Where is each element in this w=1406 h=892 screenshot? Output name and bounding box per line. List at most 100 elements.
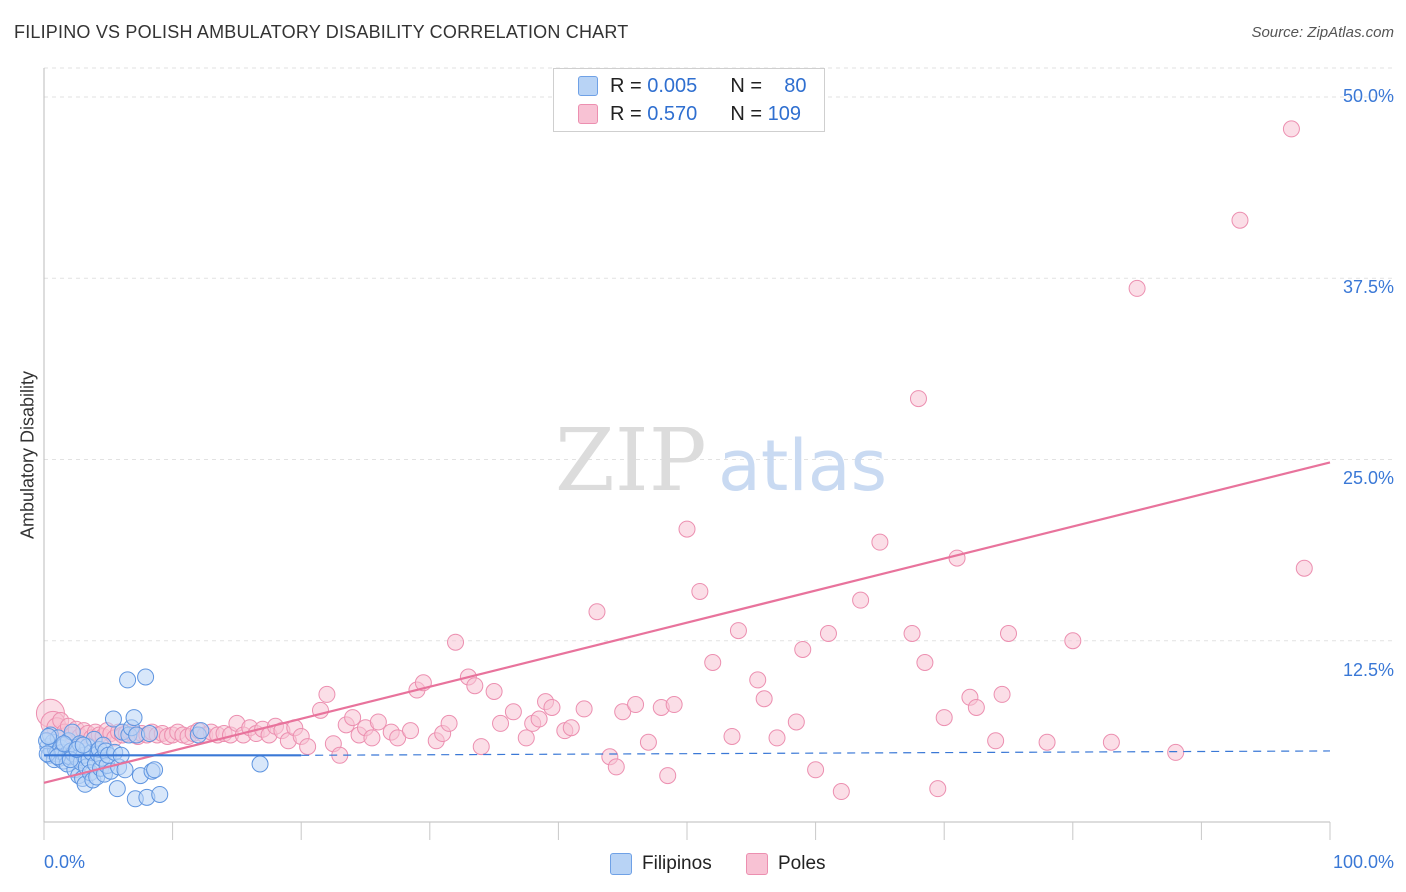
legend-swatch-poles [578,104,598,124]
filipino-point [151,785,169,803]
trend-lines [43,461,1331,784]
pole-point [472,738,490,756]
legend-n-value: 109 [767,102,801,125]
pole-point [607,758,625,776]
y-tick-label: 50.0% [1342,86,1394,106]
pole-point [389,729,407,747]
pole-point [440,714,458,732]
legend-row-poles: R = 0.570 N = 109 [578,102,801,126]
pole-point [369,713,387,731]
pole-point [562,719,580,737]
pole-point [909,390,927,408]
legend-box: R = 0.005 N = 80 R = 0.570 N = 109 [553,68,825,132]
pole-point [318,685,336,703]
pole-point [1167,743,1185,761]
filipino-point [140,725,158,743]
pole-point [402,722,420,740]
pole-point [704,654,722,671]
pole-point [659,767,677,785]
pole-point [987,732,1005,750]
pole-point [492,714,510,732]
pole-point [363,729,381,747]
pole-point [466,677,484,695]
pole-point [967,698,985,716]
x-tick-marks [43,822,1331,840]
filipino-point [137,668,155,686]
legend-row-filipinos: R = 0.005 N = 80 [578,74,807,98]
pole-point [614,703,632,721]
filipinos-trend-extension [301,750,1331,756]
filipino-point [125,709,143,727]
pole-point [807,761,825,779]
filipino-point [146,761,164,779]
pole-point [723,727,741,745]
pole-point [832,783,850,801]
pole-point [1295,559,1313,577]
pole-point [678,520,696,538]
bottom-legend-poles: Poles [746,852,826,876]
bottom-legend-swatch-poles [746,853,768,875]
pole-point [639,733,657,751]
y-tick-label: 25.0% [1342,468,1394,488]
pole-point [787,713,805,731]
y-axis-label: Ambulatory Disability [17,370,38,540]
legend-n-label: N = [730,102,763,125]
pole-point [749,671,767,689]
pole-point [447,633,465,651]
source-label: Source: ZipAtlas.com [1251,24,1394,41]
watermark-zip: ZIP [555,411,707,511]
pole-point [627,696,645,714]
pole-point [691,582,709,600]
legend-r-value: 0.570 [647,102,698,125]
x-tick-label-max: 100.0% [1332,852,1394,872]
pole-point [729,622,747,640]
pole-point [299,738,317,756]
pole-point [903,625,921,642]
pole-point [530,710,548,728]
pole-point [344,709,362,727]
pole-point [794,640,812,658]
watermark: ZIP atlas [555,411,887,511]
bottom-legend-swatch-filipinos [610,853,632,875]
pole-point [993,685,1011,703]
poles-trend-line [43,461,1331,784]
filipino-point [251,755,269,773]
pole-point [1000,625,1017,642]
legend-r-value: 0.005 [647,74,698,97]
grid-lines [44,67,1395,642]
bottom-legend-filipinos: Filipinos [610,852,712,876]
legend-r-label: R = [610,74,642,97]
pole-point [871,533,889,551]
pole-point [916,654,934,671]
pole-point [543,698,561,716]
pole-point [929,780,947,798]
pole-point [1231,211,1249,229]
filipino-point [74,736,92,754]
filipino-point [192,722,210,740]
pole-point [1064,632,1082,650]
filipino-point [119,671,137,689]
pole-point [575,700,593,718]
pole-point [768,729,786,747]
pole-point [948,549,966,567]
bottom-legend-label: Filipinos [642,853,712,874]
x-tick-label-min: 0.0% [44,852,86,872]
pole-point [819,625,837,642]
pole-point [1128,279,1146,297]
chart-title: FILIPINO VS POLISH AMBULATORY DISABILITY… [14,22,629,42]
pole-point [517,729,535,747]
pole-point [504,703,522,721]
y-tick-label: 12.5% [1342,660,1394,680]
filipino-point [108,780,126,798]
pole-point [485,683,503,700]
legend-n-label: N = [730,74,763,97]
y-tick-label: 37.5% [1342,277,1394,297]
pole-point [1282,120,1300,138]
pole-point [1102,733,1120,751]
bottom-legend-label: Poles [778,853,826,874]
legend-n-value: 80 [784,74,807,97]
legend-r-label: R = [610,102,642,125]
pole-point [1038,733,1056,751]
legend-swatch-filipinos [578,76,598,96]
